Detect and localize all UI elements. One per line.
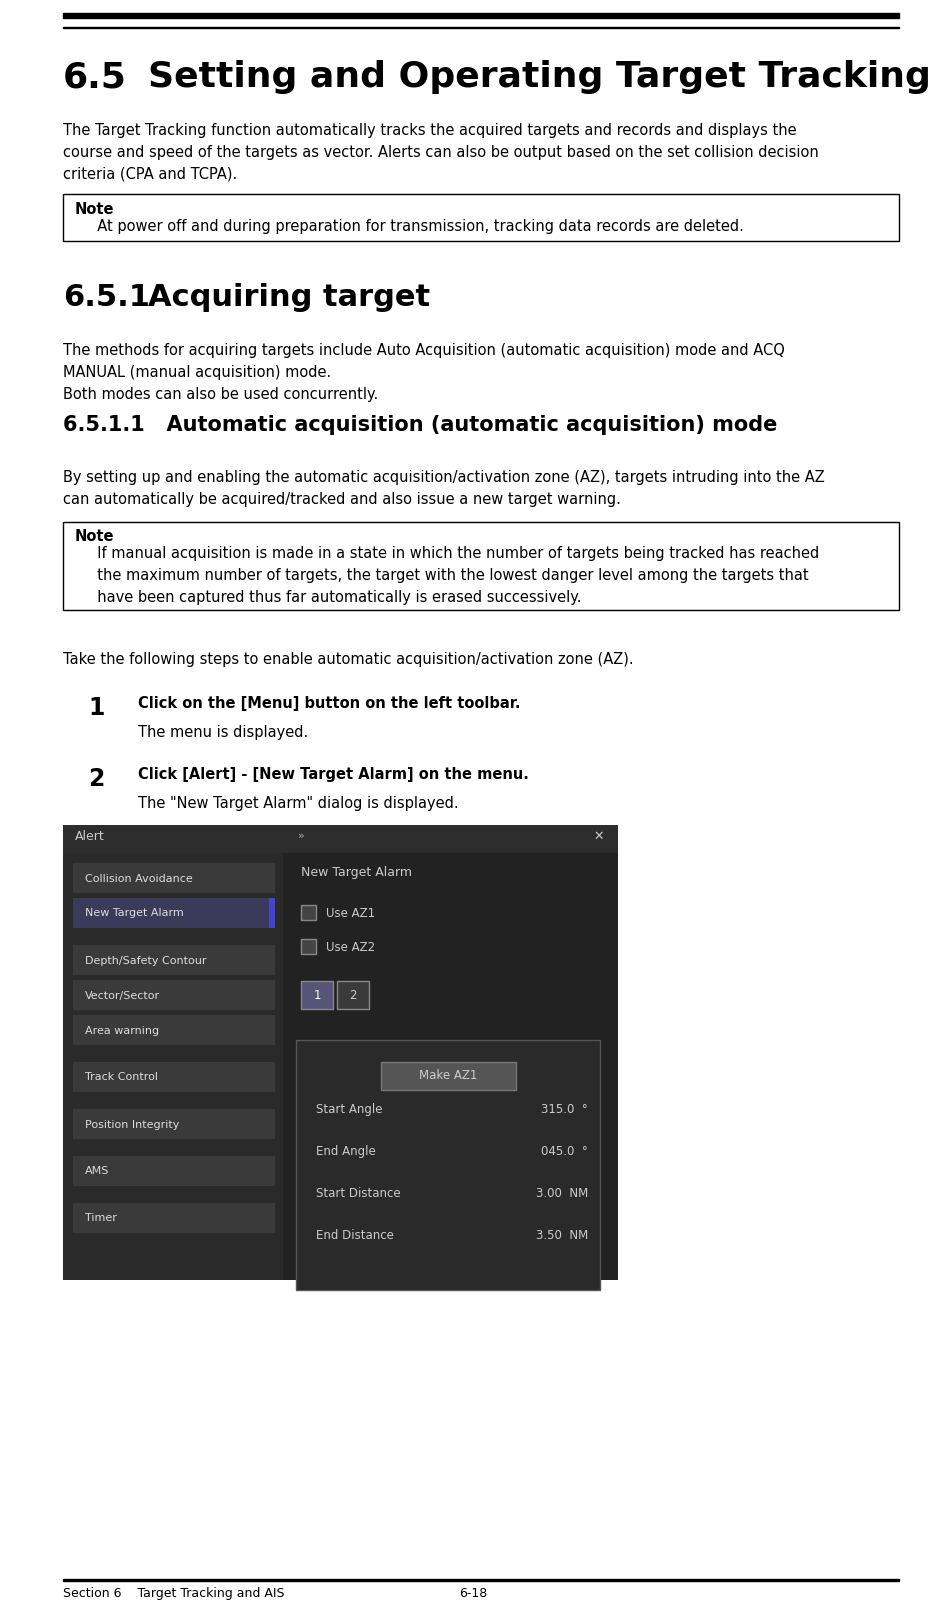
Bar (380, 1061, 516, 1090)
Bar (73, 863, 275, 894)
Text: Note: Note (75, 529, 114, 543)
Text: »: » (298, 831, 305, 841)
Bar (73, 1203, 275, 1234)
Text: 3.50  NM: 3.50 NM (535, 1229, 588, 1242)
Text: Use AZ1: Use AZ1 (326, 907, 376, 920)
Text: Depth/Safety Contour: Depth/Safety Contour (85, 956, 206, 965)
Text: New Target Alarm: New Target Alarm (85, 909, 184, 918)
Text: 6-18: 6-18 (459, 1586, 487, 1599)
Text: Note: Note (75, 202, 114, 217)
Bar (73, 1109, 275, 1140)
Bar (301, 982, 333, 1009)
Text: If manual acquisition is made in a state in which the number of targets being tr: If manual acquisition is made in a state… (88, 545, 819, 605)
Text: Vector/Sector: Vector/Sector (85, 991, 160, 1001)
Text: By setting up and enabling the automatic acquisition/activation zone (AZ), targe: By setting up and enabling the automatic… (63, 469, 825, 506)
Text: 6.5.1.1   Automatic acquisition (automatic acquisition) mode: 6.5.1.1 Automatic acquisition (automatic… (63, 414, 778, 435)
Text: Start Distance: Start Distance (316, 1187, 400, 1200)
Bar (73, 1156, 275, 1187)
Bar (63, 13, 899, 18)
Text: At power off and during preparation for transmission, tracking data records are : At power off and during preparation for … (88, 218, 744, 233)
Text: Acquiring target: Acquiring target (148, 283, 430, 312)
Bar (63, 27, 899, 29)
Text: Position Integrity: Position Integrity (85, 1119, 180, 1130)
Text: Timer: Timer (85, 1213, 117, 1224)
Text: Section 6    Target Tracking and AIS: Section 6 Target Tracking and AIS (63, 1586, 285, 1599)
Text: Click on the [Menu] button on the left toolbar.: Click on the [Menu] button on the left t… (138, 695, 520, 710)
Text: AMS: AMS (85, 1166, 110, 1177)
Text: 315.0  °: 315.0 ° (541, 1103, 588, 1116)
Text: New Target Alarm: New Target Alarm (301, 865, 412, 878)
Text: End Angle: End Angle (316, 1145, 376, 1158)
Bar (63, 826, 618, 1281)
Text: Setting and Operating Target Tracking: Setting and Operating Target Tracking (148, 60, 931, 94)
Text: 6.5: 6.5 (63, 60, 127, 94)
Text: The "New Target Alarm" dialog is displayed.: The "New Target Alarm" dialog is display… (138, 796, 459, 810)
Text: Use AZ2: Use AZ2 (326, 941, 376, 954)
Bar (73, 899, 275, 928)
Bar (269, 899, 275, 928)
Bar (63, 826, 618, 854)
Text: Take the following steps to enable automatic acquisition/activation zone (AZ).: Take the following steps to enable autom… (63, 652, 634, 666)
Bar (63, 522, 899, 610)
Text: ✕: ✕ (593, 830, 604, 842)
Bar (73, 946, 275, 975)
Text: 045.0  °: 045.0 ° (541, 1145, 588, 1158)
Text: Collision Avoidance: Collision Avoidance (85, 873, 193, 883)
Text: Click [Alert] - [New Target Alarm] on the menu.: Click [Alert] - [New Target Alarm] on th… (138, 766, 529, 781)
Bar (73, 1015, 275, 1046)
Text: 3.00  NM: 3.00 NM (535, 1187, 588, 1200)
Bar (337, 982, 369, 1009)
Text: Start Angle: Start Angle (316, 1103, 382, 1116)
Text: 2: 2 (88, 766, 104, 791)
Bar (73, 1062, 275, 1093)
Text: 1: 1 (313, 990, 321, 1003)
Bar (283, 854, 618, 1281)
Text: Alert: Alert (75, 831, 105, 844)
Text: End Distance: End Distance (316, 1229, 394, 1242)
Bar (63, 194, 899, 241)
Text: The menu is displayed.: The menu is displayed. (138, 724, 308, 739)
Bar (296, 1040, 600, 1289)
Bar (73, 980, 275, 1011)
Text: The methods for acquiring targets include Auto Acquisition (automatic acquisitio: The methods for acquiring targets includ… (63, 343, 785, 403)
Text: Track Control: Track Control (85, 1072, 158, 1082)
Text: Area warning: Area warning (85, 1025, 159, 1035)
Text: The Target Tracking function automatically tracks the acquired targets and recor: The Target Tracking function automatical… (63, 123, 818, 181)
Text: 2: 2 (349, 990, 357, 1003)
Bar (63, 854, 283, 1281)
Bar (301, 939, 316, 954)
Bar (301, 906, 316, 920)
Text: Make AZ1: Make AZ1 (419, 1069, 477, 1082)
Text: 6.5.1: 6.5.1 (63, 283, 150, 312)
Bar (63, 1580, 899, 1581)
Text: 1: 1 (88, 695, 104, 720)
